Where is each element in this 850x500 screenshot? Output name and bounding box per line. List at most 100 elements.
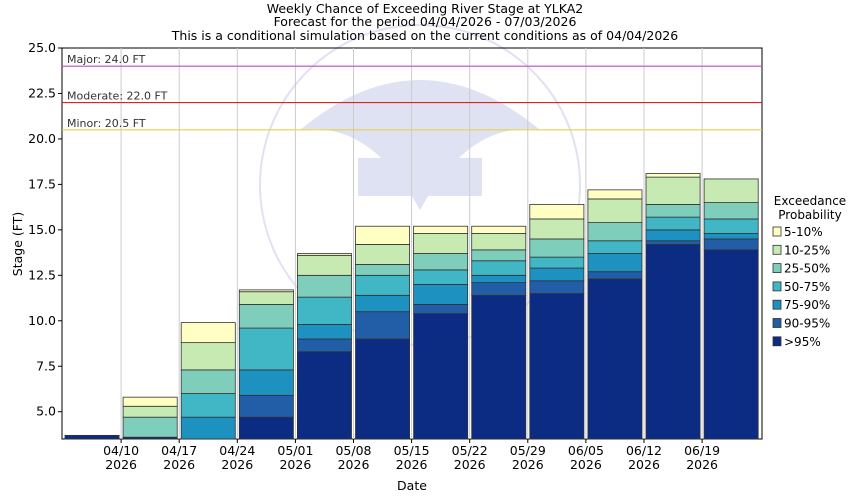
bar-segment-5-10 (413, 225, 469, 234)
legend: Exceedance Probability 5-10% 10-25% 25-50%… (772, 194, 846, 349)
bar-segment-5-10 (122, 396, 178, 407)
bar-segment-90-95 (529, 280, 585, 294)
legend-title-line-1: Exceedance (774, 194, 846, 208)
bar-segment-25-50 (296, 274, 352, 298)
bar-segment-75-90 (645, 229, 701, 242)
x-tick-label-date: 05/15 (394, 443, 430, 458)
bar-segment-50-75 (180, 393, 236, 418)
threshold-label: Moderate: 22.0 FT (67, 90, 168, 103)
x-tick-label-date: 05/01 (277, 443, 313, 458)
bar-segment-50-75 (471, 260, 527, 276)
bar-segment-gt95 (64, 434, 120, 440)
legend-swatch (772, 226, 782, 237)
legend-label: 10-25% (784, 243, 830, 257)
x-tick-label-year: 2026 (512, 457, 544, 472)
legend-label: 50-75% (784, 280, 830, 294)
legend-swatch (772, 336, 782, 347)
legend-swatch (772, 281, 782, 292)
bar-segment-25-50 (587, 222, 643, 242)
x-tick-label-date: 05/08 (335, 443, 371, 458)
bar-segment-10-25 (355, 244, 410, 265)
bar-segment-10-25 (703, 178, 759, 203)
bar-segment-10-25 (122, 405, 178, 418)
bar-segment-25-50 (355, 264, 410, 276)
x-tick-label-year: 2026 (221, 457, 253, 472)
x-tick-label-year: 2026 (686, 457, 718, 472)
x-tick-label-date: 05/29 (510, 443, 546, 458)
bar-segment-10-25 (238, 291, 294, 305)
legend-title-line-2: Probability (778, 208, 841, 222)
bar-segment-10-25 (180, 342, 236, 371)
bar-segment-5-10 (645, 173, 701, 178)
y-tick-label: 5.0 (36, 404, 56, 419)
bars (64, 173, 759, 440)
bar-segment-25-50 (703, 202, 759, 220)
bar-segment-10-25 (471, 233, 527, 251)
bar-segment-75-90 (355, 294, 410, 313)
bar-segment-75-90 (413, 284, 469, 305)
x-tick-label-year: 2026 (454, 457, 486, 472)
bar-segment-5-10 (355, 225, 410, 245)
bar-segment-75-90 (587, 253, 643, 273)
bar-segment-10-25 (529, 218, 585, 240)
bar-segment-gt95 (645, 244, 701, 440)
x-axis-label: Date (397, 478, 427, 493)
noaa-logo (259, 24, 581, 346)
bar-segment-10-25 (645, 176, 701, 205)
y-tick-label: 15.0 (28, 222, 56, 237)
threshold-label: Major: 24.0 FT (67, 53, 146, 66)
bar-segment-gt95 (529, 293, 585, 440)
y-tick-label: 20.0 (28, 131, 56, 146)
x-tick-label-date: 04/17 (161, 443, 197, 458)
x-axis: 04/10202604/17202604/24202605/01202605/0… (103, 439, 720, 472)
x-tick-label-year: 2026 (105, 457, 137, 472)
bar-segment-gt95 (703, 249, 759, 440)
bar-segment-gt95 (296, 351, 352, 440)
legend-label: 25-50% (784, 262, 830, 276)
bar-segment-90-95 (238, 394, 294, 418)
bar-segment-90-95 (296, 338, 352, 353)
bar-segment-25-50 (238, 304, 294, 329)
x-tick-label-date: 05/22 (452, 443, 488, 458)
bar-segment-50-75 (296, 296, 352, 325)
bar-segment-5-10 (180, 322, 236, 344)
legend-swatch (772, 299, 782, 310)
bar-segment-75-90 (296, 324, 352, 340)
x-tick-label-year: 2026 (279, 457, 311, 472)
bar-segment-50-75 (645, 216, 701, 231)
bar-segment-gt95 (238, 416, 294, 440)
y-tick-label: 10.0 (28, 313, 56, 328)
bar-segment-25-50 (180, 369, 236, 394)
legend-label: >95% (784, 335, 821, 349)
bar-segment-25-50 (413, 253, 469, 271)
bar-segment-50-75 (238, 327, 294, 371)
bar-segment-50-75 (703, 218, 759, 234)
bar-segment-5-10 (529, 203, 585, 220)
grid (120, 48, 703, 439)
y-tick-label: 17.5 (28, 176, 56, 191)
legend-label: 90-95% (784, 317, 830, 331)
bar-segment-5-10 (471, 225, 527, 234)
bar-segment-90-95 (587, 271, 643, 280)
y-tick-label: 22.5 (28, 85, 56, 100)
bar-segment-75-90 (238, 369, 294, 396)
bar-segment-25-50 (529, 238, 585, 258)
legend-swatch (772, 244, 782, 255)
bar-segment-gt95 (587, 278, 643, 440)
y-axis: 5.0 7.5 10.0 12.5 15.0 17.5 20.0 22.5 25.0 (28, 40, 62, 419)
bar-segment-50-75 (413, 269, 469, 285)
bar-segment-50-75 (587, 240, 643, 254)
bar-segment-90-95 (413, 304, 469, 314)
legend-label: 75-90% (784, 298, 830, 312)
bar-segment-90-95 (645, 240, 701, 245)
x-tick-label-year: 2026 (163, 457, 195, 472)
y-tick-label: 7.5 (36, 358, 56, 373)
x-tick-label-date: 06/05 (568, 443, 604, 458)
x-tick-label-year: 2026 (570, 457, 602, 472)
x-tick-label-year: 2026 (628, 457, 660, 472)
bar-segment-25-50 (471, 249, 527, 262)
bar-segment-75-90 (529, 267, 585, 282)
bar-segment-75-90 (703, 233, 759, 240)
y-tick-label: 25.0 (28, 40, 56, 55)
